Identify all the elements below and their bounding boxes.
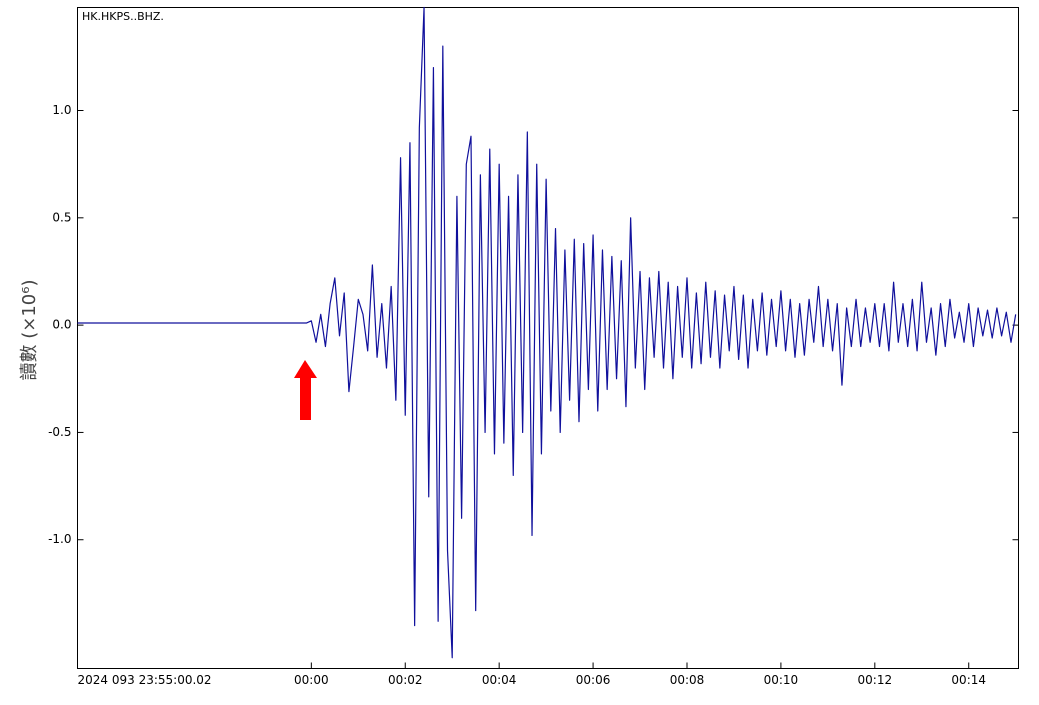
y-tick-label: 0.0 [52,318,71,332]
x-tick-label: 00:10 [764,673,799,687]
x-tick-label: 00:04 [482,673,517,687]
plot-frame [77,7,1019,669]
x-tick-label: 00:14 [951,673,986,687]
y-axis-label: 讀數 (×10⁶) [19,280,40,381]
arrow-marker [294,360,317,420]
x-tick-label: 2024 093 23:55:00.02 [78,673,212,687]
waveform [77,6,1017,659]
x-tick-label: 00:08 [670,673,705,687]
y-tick-label: -0.5 [48,425,71,439]
y-tick-label: 0.5 [52,210,71,224]
x-tick-label: 00:06 [576,673,611,687]
x-tick-label: 00:02 [388,673,423,687]
y-tick-label: 1.0 [52,103,71,117]
x-tick-label: 00:12 [858,673,893,687]
x-tick-label: 00:00 [294,673,329,687]
chart-title: HK.HKPS..BHZ. [82,10,164,23]
y-tick-label: -1.0 [48,532,71,546]
